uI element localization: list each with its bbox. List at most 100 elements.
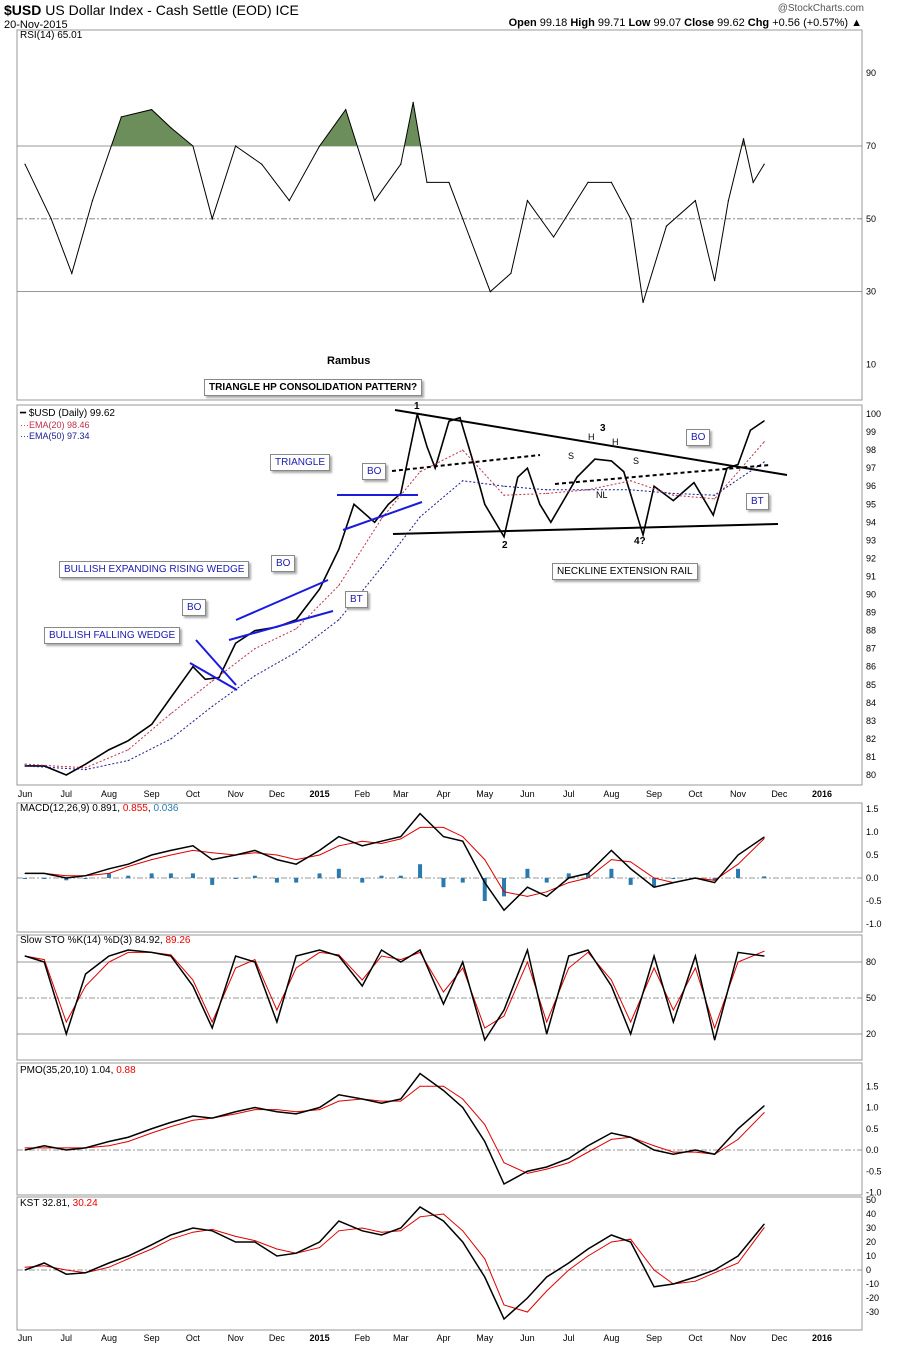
kst-point (763, 1223, 765, 1225)
pmo-point (400, 1098, 402, 1100)
kst-point (170, 1238, 172, 1240)
kst-point (151, 1244, 153, 1246)
price-point (471, 458, 473, 460)
annotation-neckline-rail: NECKLINE EXTENSION RAIL (552, 563, 698, 580)
macd-histogram-bar (233, 878, 238, 879)
kst-point (568, 1269, 570, 1271)
rsi-overbought-fill (25, 102, 765, 146)
x-tick-label: Jul (563, 1333, 575, 1343)
kst-point (526, 1297, 528, 1299)
sto-pct-d-line (24, 950, 765, 1030)
x-tick-label: Mar (393, 1333, 409, 1343)
ema-point (24, 763, 26, 765)
kst-y-tick-label: 20 (866, 1237, 876, 1247)
x-tick-label: Sep (144, 1333, 160, 1343)
price-point (295, 619, 297, 621)
macd-point (763, 838, 765, 840)
pmo-point (610, 1132, 612, 1134)
rsi-point (71, 272, 73, 274)
ema-point (587, 489, 589, 491)
ema-point (714, 498, 716, 500)
x-tick-label: Dec (269, 789, 286, 799)
price-point (712, 514, 714, 516)
price-point (737, 463, 739, 466)
kst-point (24, 1266, 26, 1268)
price-y-tick-label: 93 (866, 535, 876, 545)
ema-point (714, 494, 716, 496)
kst-point (381, 1234, 383, 1236)
ema-point (84, 768, 87, 771)
ema-point (380, 566, 383, 569)
pmo-point (526, 1172, 528, 1174)
macd-histogram-bar (336, 868, 341, 878)
price-point (610, 460, 612, 462)
rsi-point (510, 272, 512, 274)
kst-kst-line (24, 1206, 765, 1321)
sto-point (254, 959, 256, 961)
macd-histogram-bar (482, 878, 487, 901)
annotation-triangle: TRIANGLE (270, 454, 331, 471)
macd-histogram-bar (652, 878, 657, 888)
macd-point (254, 852, 256, 854)
kst-point (127, 1255, 129, 1257)
pmo-point (170, 1121, 172, 1123)
kst-point (400, 1230, 402, 1232)
kst-point (419, 1206, 421, 1208)
kst-legend: KST 32.81, 30.24 (20, 1198, 98, 1209)
macd-histogram-bar (418, 864, 423, 878)
price-point (151, 723, 153, 726)
pmo-point (295, 1111, 297, 1113)
label-point-4: 4? (634, 536, 646, 547)
price-line (25, 413, 765, 776)
macd-histogram-bar (23, 878, 27, 879)
ema-point (462, 480, 464, 482)
x-tick-label: Jun (18, 789, 33, 799)
macd-point (381, 840, 383, 842)
macd-point (151, 854, 153, 856)
ema-point (672, 492, 674, 495)
author-label: Rambus (327, 355, 371, 367)
rsi-point (630, 218, 632, 220)
price-legend-ema50: ···EMA(50) 97.34 (20, 431, 90, 441)
price-y-tick-label: 94 (866, 517, 876, 527)
x-tick-label: Aug (101, 1333, 117, 1343)
macd-point (610, 859, 612, 861)
pmo-y-tick-label: 0.5 (866, 1124, 879, 1134)
pmo-y-tick-label: -0.5 (866, 1166, 882, 1176)
macd-point (737, 863, 739, 865)
pmo-point (442, 1090, 444, 1091)
rsi-point (211, 218, 213, 220)
ema-point (338, 619, 340, 621)
rsi-point (374, 200, 376, 202)
rsi-point (192, 145, 194, 147)
pmo-point (319, 1109, 321, 1111)
macd-point (192, 849, 194, 851)
pmo-point (211, 1117, 213, 1119)
ema-point (170, 713, 172, 715)
kst-point (211, 1230, 213, 1232)
ema-point (503, 494, 505, 496)
annotation-bo: BO (271, 555, 296, 572)
kst-point (610, 1241, 612, 1243)
price-point (623, 471, 625, 473)
sto-point (211, 1021, 213, 1023)
ema-point (295, 628, 297, 630)
macd-histogram-bar (502, 878, 507, 897)
macd-y-tick-label: -1.0 (866, 919, 882, 929)
macd-point (630, 861, 632, 863)
kst-point (442, 1220, 444, 1222)
kst-point (462, 1230, 464, 1232)
kst-point (24, 1269, 26, 1271)
kst-point (338, 1230, 340, 1232)
macd-point (503, 891, 505, 893)
label-point-1: 1 (414, 401, 420, 412)
price-point (338, 548, 340, 550)
macd-point (127, 866, 129, 867)
pmo-point (672, 1153, 674, 1155)
source-credit: @StockCharts.com (777, 3, 864, 14)
rsi-point (742, 138, 745, 140)
kst-y-tick-label: -10 (866, 1279, 879, 1289)
rsi-point (412, 101, 414, 103)
sto-point (276, 1021, 278, 1023)
